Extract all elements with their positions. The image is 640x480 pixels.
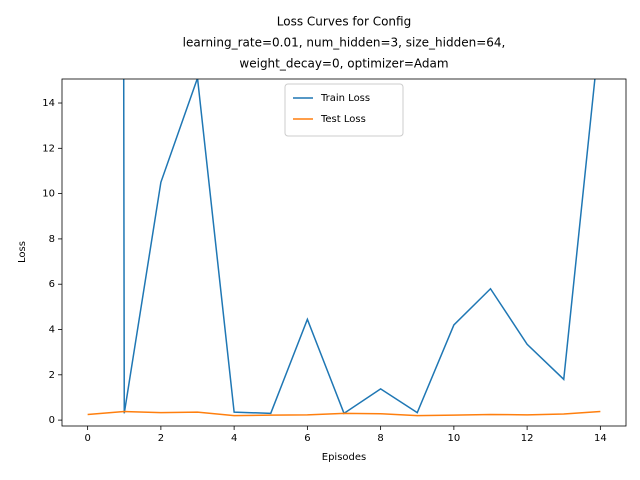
x-tick-label: 0 xyxy=(84,433,90,444)
axes-frame xyxy=(61,78,627,427)
x-tick-label: 6 xyxy=(304,433,310,444)
x-axis-label: Episodes xyxy=(322,452,366,463)
y-tick-label: 0 xyxy=(49,415,55,426)
x-tick-label: 8 xyxy=(377,433,383,444)
x-tick-label: 14 xyxy=(594,433,607,444)
legend-label: Test Loss xyxy=(320,114,366,125)
chart-title: weight_decay=0, optimizer=Adam xyxy=(239,57,448,71)
x-tick-label: 4 xyxy=(231,433,237,444)
y-axis-label: Loss xyxy=(17,241,28,263)
y-tick-label: 4 xyxy=(49,325,55,336)
chart-title: learning_rate=0.01, num_hidden=3, size_h… xyxy=(183,36,506,50)
y-tick-label: 10 xyxy=(42,189,55,200)
x-tick-label: 10 xyxy=(448,433,461,444)
x-tick-label: 12 xyxy=(521,433,534,444)
legend-label: Train Loss xyxy=(320,93,370,104)
y-tick-label: 6 xyxy=(49,279,55,290)
chart-title: Loss Curves for Config xyxy=(277,15,411,29)
line-series xyxy=(87,410,601,417)
y-tick-label: 2 xyxy=(49,370,55,381)
y-tick-label: 14 xyxy=(42,98,55,109)
y-tick-label: 8 xyxy=(49,234,55,245)
plot-area xyxy=(87,79,601,417)
x-tick-label: 2 xyxy=(158,433,164,444)
y-tick-label: 12 xyxy=(42,143,55,154)
legend-box xyxy=(284,83,404,137)
